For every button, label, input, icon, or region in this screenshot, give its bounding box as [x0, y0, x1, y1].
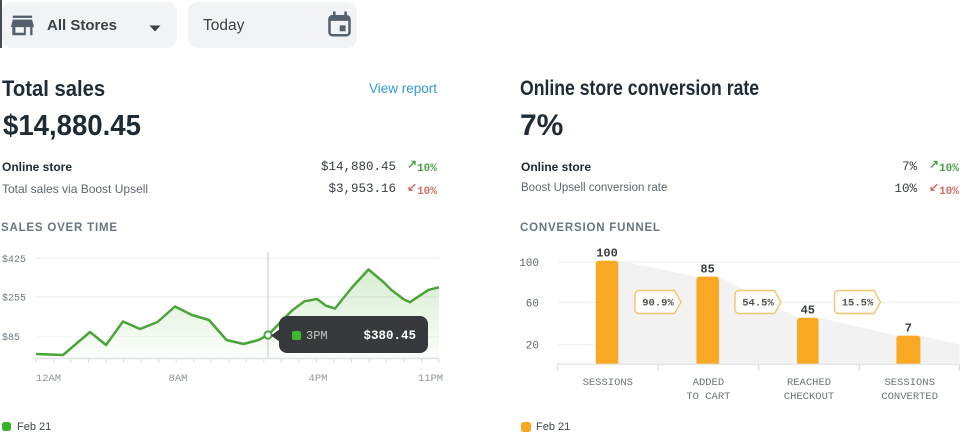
svg-text:12AM: 12AM	[36, 373, 61, 385]
svg-text:4PM: 4PM	[309, 373, 328, 385]
svg-text:CONVERTED: CONVERTED	[881, 391, 938, 403]
svg-text:$425: $425	[2, 254, 26, 266]
svg-text:REACHED: REACHED	[787, 377, 831, 389]
svg-text:85: 85	[700, 263, 714, 277]
svg-text:20: 20	[526, 341, 539, 353]
svg-text:90.9%: 90.9%	[642, 298, 674, 310]
svg-text:45: 45	[801, 304, 815, 318]
svg-text:TO CART: TO CART	[686, 391, 730, 403]
svg-text:100: 100	[519, 258, 539, 270]
svg-text:15.5%: 15.5%	[842, 298, 874, 310]
svg-text:7: 7	[905, 322, 912, 336]
svg-text:CHECKOUT: CHECKOUT	[784, 391, 834, 403]
svg-text:$255: $255	[2, 293, 26, 305]
svg-text:11PM: 11PM	[418, 373, 443, 385]
svg-text:SESSIONS: SESSIONS	[583, 377, 633, 389]
svg-text:60: 60	[526, 299, 539, 311]
svg-text:$85: $85	[2, 332, 20, 344]
svg-text:100: 100	[596, 247, 618, 261]
svg-text:8AM: 8AM	[169, 373, 188, 385]
svg-text:SESSIONS: SESSIONS	[884, 377, 934, 389]
svg-text:54.5%: 54.5%	[742, 298, 774, 310]
svg-text:ADDED: ADDED	[693, 377, 725, 389]
